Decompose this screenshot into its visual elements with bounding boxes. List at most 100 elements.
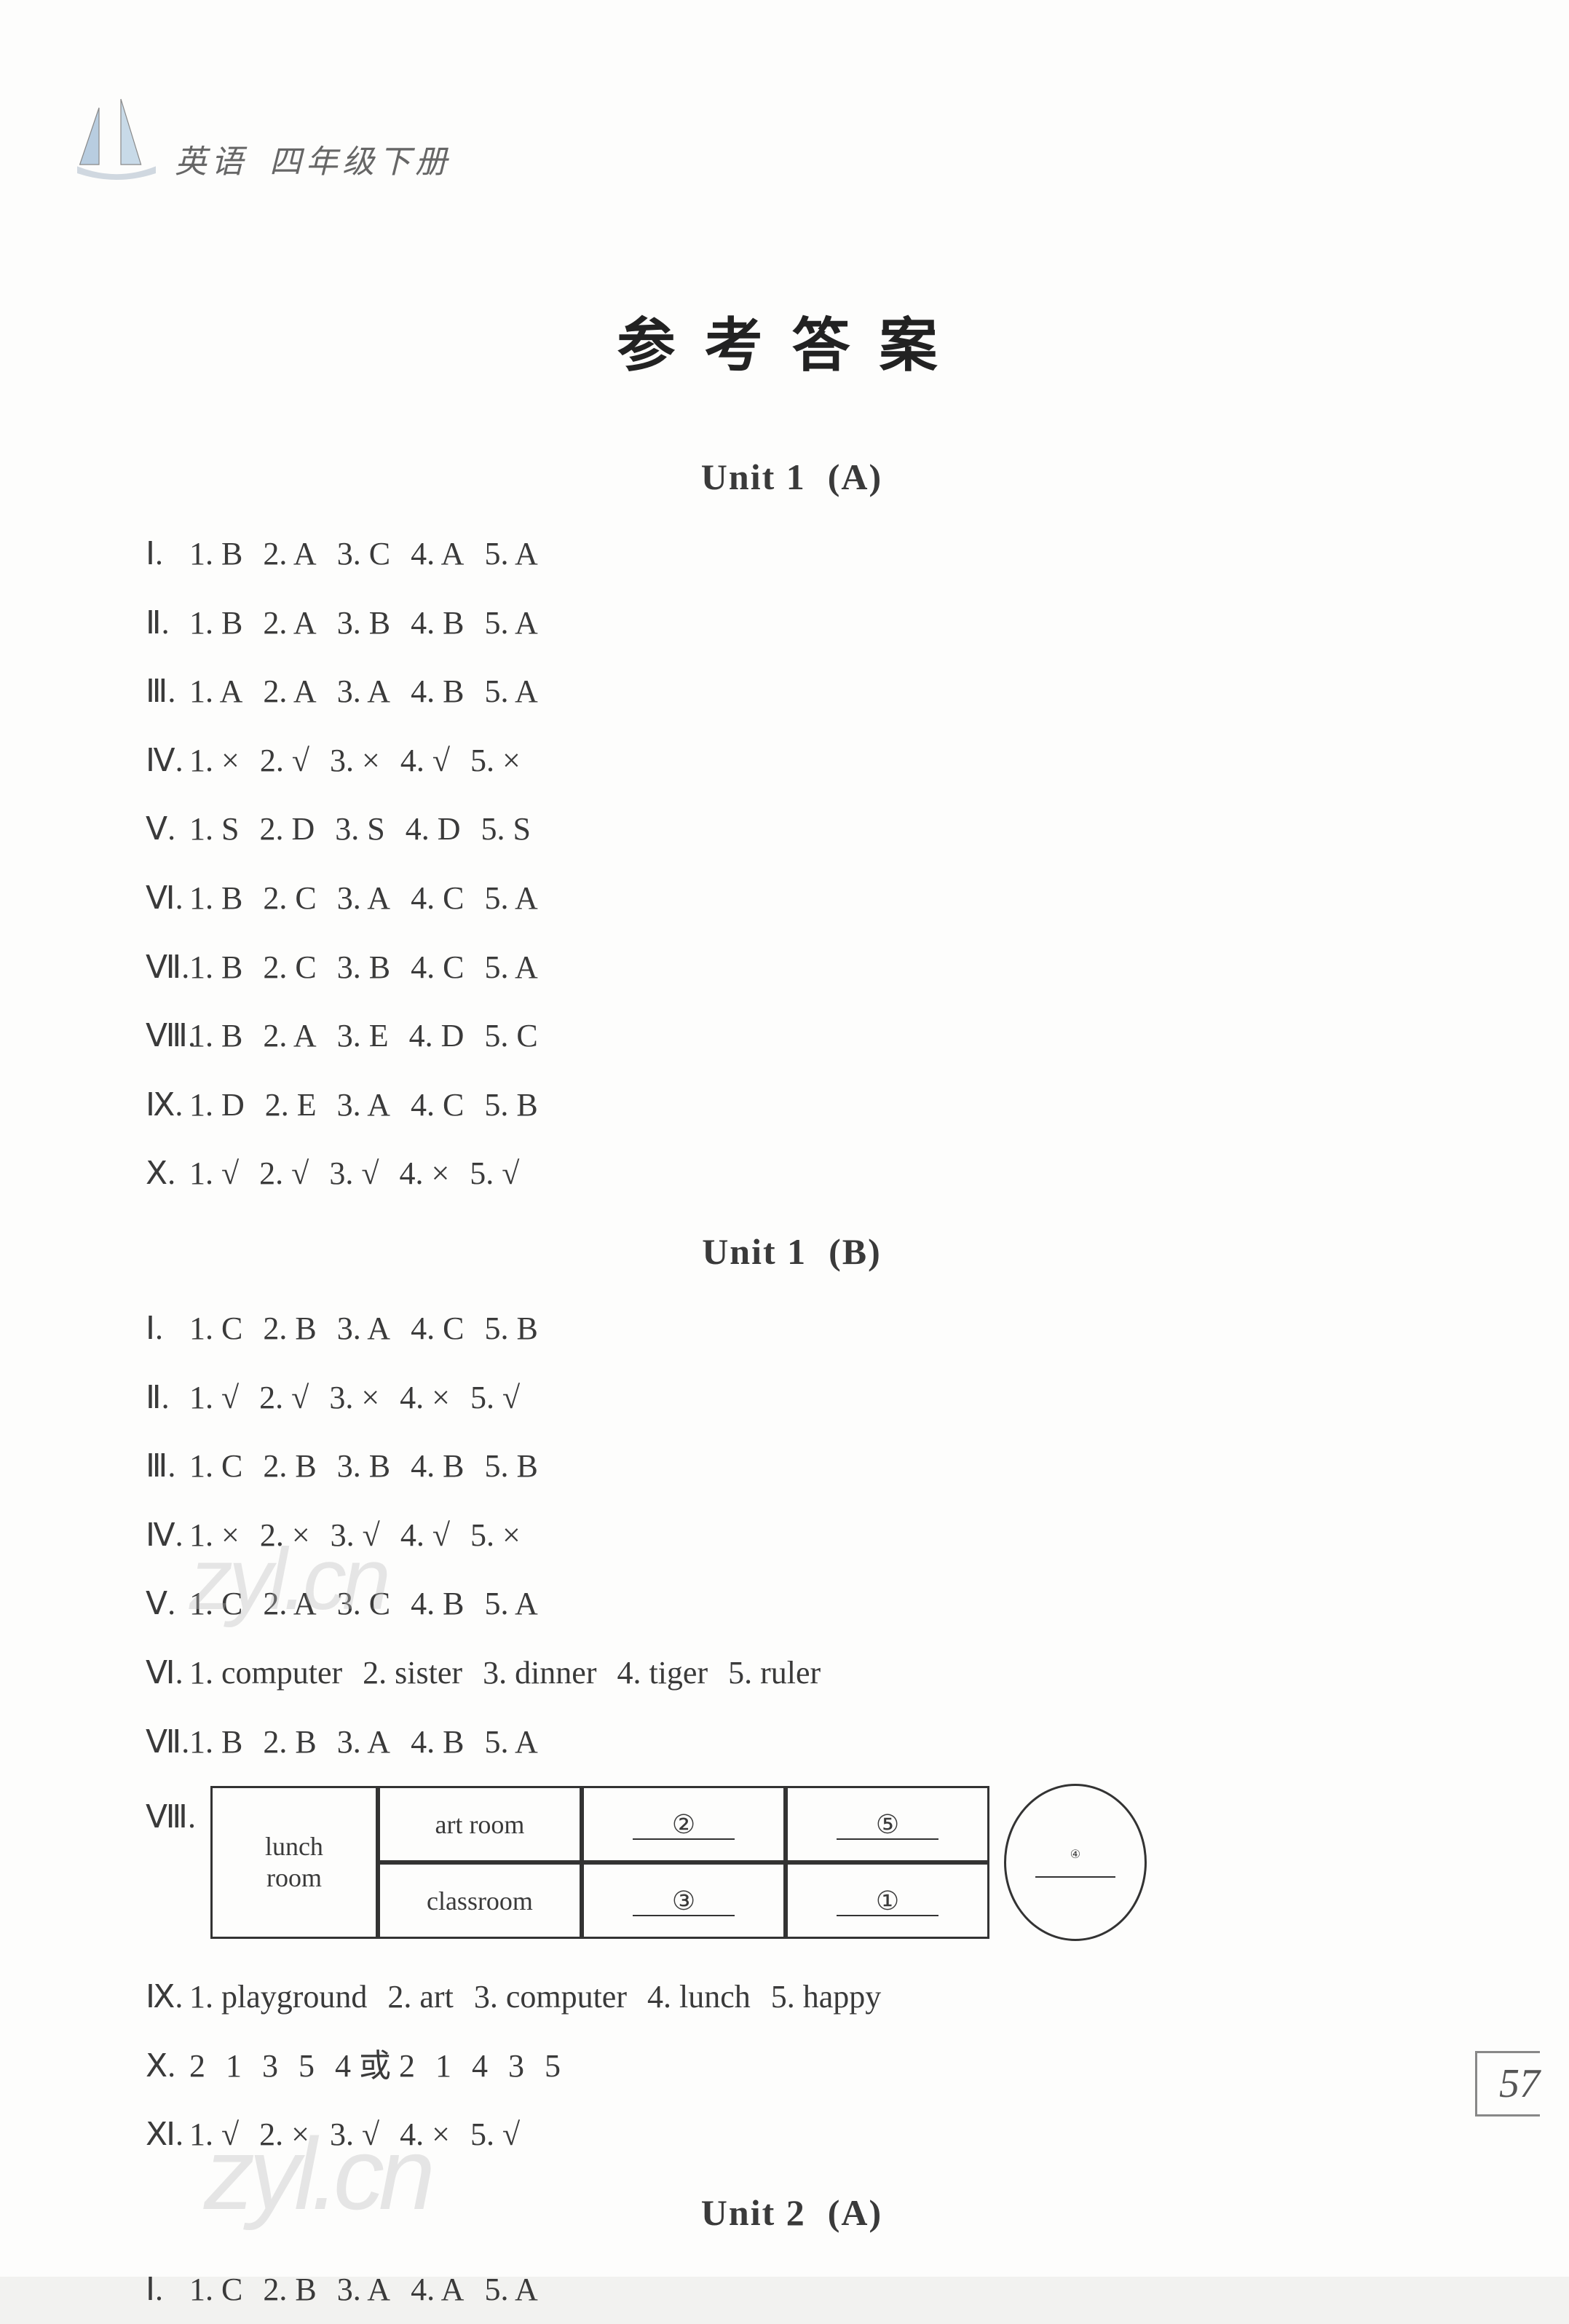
answer-item: 4. D [406, 795, 461, 864]
roman-numeral: Ⅰ. [146, 520, 189, 589]
roman-numeral: Ⅱ. [146, 589, 189, 658]
answer-item: 3. B [337, 933, 390, 1003]
page: 英语 四年级下册 参考答案 Unit 1(A)Ⅰ.1. B2. A3. C4. … [0, 0, 1569, 2277]
roman-numeral: Ⅱ. [146, 1364, 189, 1433]
answer-item: 2. B [263, 2256, 316, 2324]
roman-numeral: Ⅰ. [146, 1295, 189, 1364]
roman-numeral: Ⅴ. [146, 795, 189, 864]
answer-item: 3. computer [474, 1963, 627, 2032]
answer-item: 1. √ [189, 1364, 239, 1433]
answer-item: 4. B [411, 1570, 464, 1639]
blank-underline: ② [633, 1809, 735, 1840]
answer-item: 1. playground [189, 1963, 367, 2032]
roman-numeral: Ⅵ. [146, 1639, 189, 1708]
roman-numeral: Ⅴ. [146, 1570, 189, 1639]
box-label: lunch [265, 1831, 323, 1862]
answer-item: 3. A [337, 657, 390, 727]
answer-item: 2. sister [363, 1639, 462, 1708]
roman-numeral: Ⅳ. [146, 727, 189, 796]
answer-item: 4. tiger [617, 1639, 708, 1708]
answer-item: 2. √ [259, 1139, 309, 1209]
answer-item: 2. A [263, 1002, 316, 1071]
answer-item: 1. A [189, 657, 242, 727]
answer-item: 1. D [189, 1071, 245, 1140]
roman-numeral: Ⅶ. [146, 1708, 189, 1777]
answer-line: Ⅳ.1. ×2. ×3. √4. √5. × [146, 1501, 1438, 1570]
answer-item: 5. × [470, 727, 521, 796]
answer-item: 5. A [484, 657, 537, 727]
answer-item: 1. B [189, 864, 242, 933]
answer-item: 3. B [337, 589, 390, 658]
lunch-room-box: lunchroom [210, 1786, 378, 1939]
blank-underline: ④ [1035, 1847, 1115, 1878]
roman-numeral: Ⅷ. [146, 1002, 189, 1071]
answer-line: Ⅸ.1. D2. E3. A4. C5. B [146, 1071, 1438, 1140]
answer-line: Ⅴ.1. S2. D3. S4. D5. S [146, 795, 1438, 864]
unit-variant: (B) [829, 1231, 882, 1272]
grid-cell: ⑤ [786, 1786, 989, 1862]
grid-cell: ③ [582, 1862, 786, 1939]
roman-numeral: Ⅹ. [146, 2032, 189, 2101]
answer-item: 2. × [260, 1501, 310, 1570]
oval-box: ④ [1004, 1784, 1147, 1941]
room-grid: art room②⑤classroom③① [378, 1786, 989, 1939]
answer-line: Ⅵ.1. computer2. sister3. dinner4. tiger5… [146, 1639, 1438, 1708]
page-header: 英语 四年级下册 [73, 95, 451, 182]
answer-item: 5. A [484, 864, 537, 933]
header-subject: 英语 [175, 135, 248, 182]
answer-item: 1. B [189, 589, 242, 658]
answer-item: 3. A [337, 1708, 390, 1777]
answer-item: 1. B [189, 933, 242, 1003]
answer-line: Ⅶ.1. B 2. C 3. B 4. C 5. A [146, 933, 1438, 1003]
answer-item: 5. √ [470, 2100, 520, 2170]
roman-numeral: Ⅰ. [146, 2256, 189, 2324]
answer-item: 4. B [411, 1708, 464, 1777]
answer-item: 4 或 2 [335, 2032, 415, 2101]
answer-line: Ⅸ.1. playground2. art3. computer4. lunch… [146, 1963, 1438, 2032]
answer-item: 1. B [189, 520, 242, 589]
answer-item: 5. C [484, 1002, 537, 1071]
answer-item: 4. × [400, 1364, 450, 1433]
answer-item: 4. C [411, 933, 464, 1003]
answer-line: Ⅱ.1. √2. √3. ×4. ×5. √ [146, 1364, 1438, 1433]
answer-line: Ⅱ.1. B2. A3. B4. B5. A [146, 589, 1438, 658]
box-label: room [266, 1862, 322, 1894]
answer-item: 3. A [337, 864, 390, 933]
answer-item: 4. B [411, 589, 464, 658]
page-number: 57 [1475, 2051, 1540, 2116]
answer-item: 3 [508, 2032, 524, 2101]
answer-line: Ⅹ.21354 或 21435 [146, 2032, 1438, 2101]
answer-item: 3. √ [329, 1139, 379, 1209]
answer-item: 1. B [189, 1002, 242, 1071]
unit-variant: (A) [828, 456, 882, 497]
roman-numeral: Ⅲ. [146, 657, 189, 727]
answer-item: 3. A [337, 1071, 390, 1140]
answer-item: 2. C [263, 864, 316, 933]
answer-item: 1. B [189, 1708, 242, 1777]
layout-diagram: Ⅷ.lunchroomart room②⑤classroom③①④ [146, 1784, 1438, 1941]
answer-item: 4. lunch [647, 1963, 751, 2032]
answer-item: 4. C [411, 864, 464, 933]
answer-item: 5. A [484, 933, 537, 1003]
answer-item: 3. C [337, 1570, 390, 1639]
answer-line: Ⅵ.1. B2. C3. A4. C5. A [146, 864, 1438, 933]
unit-heading: Unit 1(B) [146, 1230, 1438, 1273]
answer-item: 1 [435, 2032, 451, 2101]
answer-item: 1. S [189, 795, 239, 864]
roman-numeral: Ⅷ. [146, 1798, 196, 1835]
answer-item: 3. A [337, 2256, 390, 2324]
answer-item: 1. × [189, 727, 240, 796]
answer-item: 2. C [263, 933, 316, 1003]
answer-item: 5. A [484, 1570, 537, 1639]
answer-item: 1. √ [189, 1139, 239, 1209]
answer-item: 1 [226, 2032, 242, 2101]
unit-variant: (A) [828, 2192, 882, 2233]
roman-numeral: Ⅹ. [146, 1139, 189, 1209]
answer-line: Ⅰ.1. C2. B3. A4. C5. B [146, 1295, 1438, 1364]
roman-numeral: Ⅶ. [146, 933, 189, 1003]
answer-line: Ⅰ.1. C2. B3. A4. A5. A [146, 2256, 1438, 2324]
answer-item: 5. A [484, 589, 537, 658]
unit-heading: Unit 1(A) [146, 456, 1438, 498]
answer-item: 3. √ [330, 2100, 379, 2170]
answer-line: Ⅹ.1. √2. √3. √4. ×5. √ [146, 1139, 1438, 1209]
